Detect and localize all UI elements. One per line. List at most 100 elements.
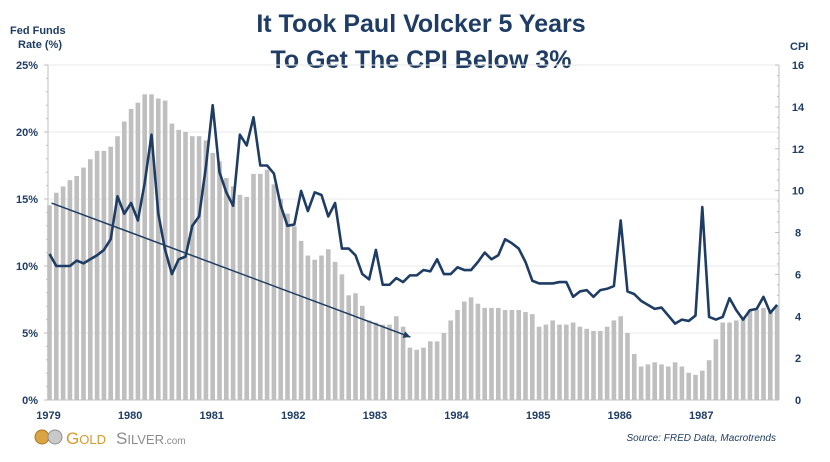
cpi-bar	[346, 295, 351, 400]
source-note: Source: FRED Data, Macrotrends	[627, 433, 777, 444]
gold-coin-icon	[34, 429, 50, 445]
tick-labels: 0% 5% 10% 15% 20% 25% 0 2 4 6 8 10 12 14 16 1979 1980 198…	[16, 60, 805, 422]
cpi-bar	[598, 330, 603, 400]
left-axis-tick-label: 0%	[22, 395, 38, 407]
cpi-bar	[489, 307, 494, 400]
cpi-bar	[373, 322, 379, 400]
cpi-bar	[264, 169, 270, 400]
cpi-bar	[570, 322, 576, 400]
right-axis-tick-label: 0	[795, 395, 801, 407]
left-axis-title-line1: Fed Funds	[10, 25, 66, 37]
cpi-bar	[550, 320, 555, 400]
cpi-bar	[652, 362, 657, 400]
x-axis-tick-label: 1987	[689, 410, 713, 422]
left-axis-tick-label: 5%	[22, 328, 38, 340]
cpi-bar	[292, 226, 297, 400]
cpi-bar	[149, 94, 154, 400]
cpi-bar	[60, 186, 66, 400]
cpi-bar	[693, 374, 698, 400]
cpi-bar	[611, 320, 617, 400]
chart-title-line2: To Get The CPI Below 3%	[271, 46, 572, 74]
cpi-bar	[387, 324, 392, 400]
silver-coin-icon	[47, 429, 63, 445]
cpi-bar	[414, 349, 419, 400]
cpi-bar	[74, 175, 79, 400]
cpi-bar	[176, 129, 181, 400]
x-axis-tick-label: 1985	[526, 410, 550, 422]
right-axis-tick-label: 4	[795, 311, 802, 323]
right-axis-tick-label: 12	[792, 144, 804, 156]
cpi-bar	[190, 136, 195, 400]
cpi-bar	[591, 330, 596, 400]
cpi-bar	[326, 249, 331, 400]
right-axis-tick-label: 14	[792, 102, 805, 114]
cpi-bar	[577, 326, 583, 400]
axes	[44, 64, 780, 401]
left-axis-tick-label: 10%	[16, 261, 38, 273]
cpi-bar	[339, 274, 345, 400]
cpi-bar	[659, 364, 664, 400]
left-axis-title-line2: Rate (%)	[18, 39, 62, 51]
x-axis-tick-label: 1981	[199, 410, 223, 422]
cpi-bar	[400, 326, 406, 400]
cpi-bar	[407, 347, 413, 400]
cpi-bar	[251, 173, 256, 400]
cpi-bar	[224, 178, 229, 400]
cpi-bar	[706, 360, 712, 400]
cpi-bar	[618, 316, 623, 400]
x-axis-tick-label: 1983	[363, 410, 387, 422]
cpi-bar	[727, 322, 732, 400]
cpi-bar	[366, 320, 372, 400]
cpi-bar	[122, 121, 127, 400]
cpi-bar	[455, 309, 460, 400]
cpi-bar	[768, 309, 773, 400]
cpi-bar	[530, 314, 535, 400]
cpi-bar	[468, 297, 474, 400]
cpi-bar	[394, 316, 399, 400]
cpi-bar	[475, 303, 481, 400]
cpi-bar	[217, 161, 222, 400]
cpi-bar	[169, 123, 175, 400]
cpi-bar	[557, 324, 562, 400]
right-axis-tick-label: 6	[795, 269, 801, 281]
left-axis-tick-label: 25%	[16, 60, 38, 72]
cpi-bar	[448, 320, 453, 400]
cpi-bar	[353, 293, 358, 400]
cpi-bar	[645, 364, 651, 400]
cpi-bar	[666, 366, 671, 400]
cpi-bar	[482, 307, 487, 400]
cpi-bar	[305, 255, 311, 400]
cpi-bar	[210, 152, 215, 400]
cpi-bar	[761, 307, 766, 400]
cpi-bar	[115, 136, 120, 400]
cpi-bar	[536, 326, 542, 400]
x-axis-tick-label: 1979	[36, 410, 60, 422]
fed-funds-line-group	[48, 103, 779, 338]
cpi-bar	[632, 353, 637, 400]
cpi-bar	[434, 341, 440, 400]
cpi-bar	[156, 98, 161, 400]
x-axis-tick-label: 1984	[444, 410, 469, 422]
logo-gold: GOLD	[66, 429, 106, 448]
goldsilver-logo[interactable]: GOLD SILVER.com	[34, 429, 186, 448]
cpi-bar	[332, 261, 338, 400]
cpi-bar	[203, 140, 209, 400]
cpi-bar	[625, 333, 630, 400]
x-axis-tick-label: 1986	[607, 410, 631, 422]
fed-funds-line	[48, 103, 779, 325]
cpi-bar	[298, 240, 304, 400]
cpi-bar	[380, 324, 385, 400]
cpi-bar	[271, 184, 277, 400]
cpi-bar	[128, 108, 134, 400]
cpi-bar	[278, 199, 283, 400]
cpi-bar	[509, 309, 515, 400]
trend-arrowhead-icon	[402, 331, 411, 338]
cpi-bar	[258, 173, 263, 400]
logo-silver: SILVER.com	[116, 429, 186, 448]
trend-arrow-line	[51, 202, 411, 338]
cpi-bar	[108, 146, 113, 400]
cpi-bar	[679, 366, 685, 400]
cpi-bar	[638, 366, 644, 400]
cpi-bar	[67, 180, 73, 400]
